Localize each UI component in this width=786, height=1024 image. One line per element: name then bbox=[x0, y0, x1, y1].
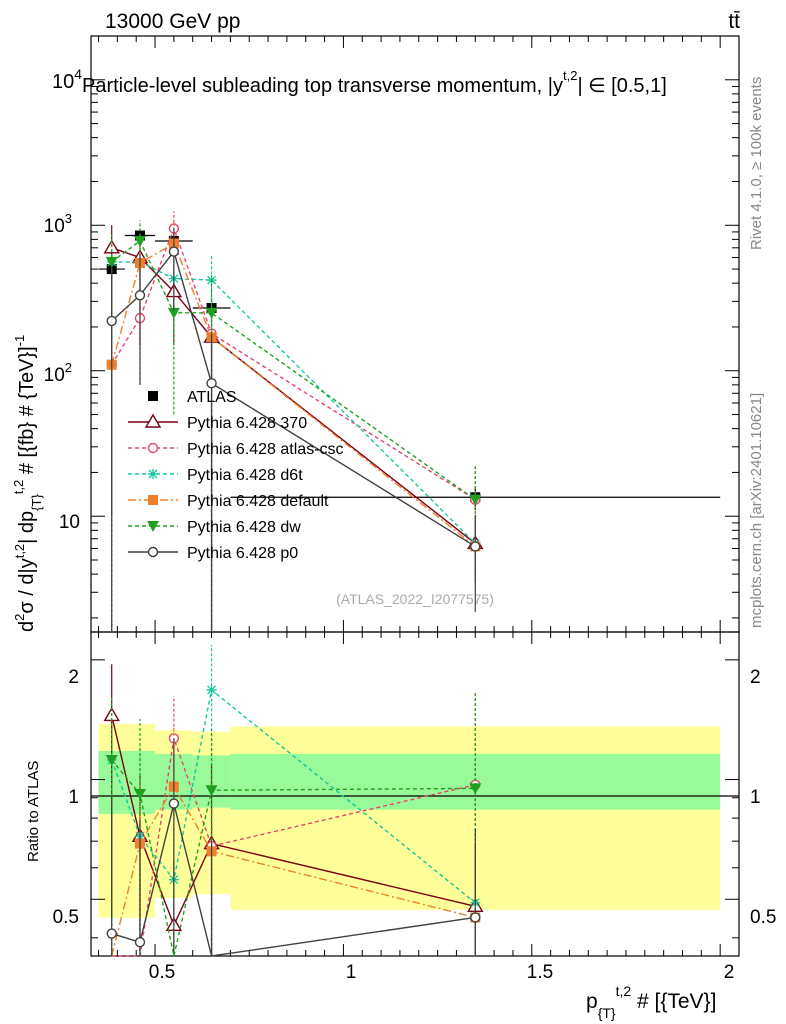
point-pythia-6-428-p0-2 bbox=[168, 246, 180, 257]
legend: ATLAS Pythia 6.428 370 Pythia 6.428 atlas-… bbox=[128, 389, 344, 562]
ratio-line-pythia-6-428-dw bbox=[111, 759, 476, 957]
xtick-label-1: 1 bbox=[346, 962, 357, 983]
mcplots-label: mcplots.cern.ch [arXiv:2401.10621] bbox=[748, 393, 765, 628]
ytick-label-1000: 103 bbox=[44, 211, 72, 237]
main-plot-frame bbox=[90, 35, 740, 633]
process-label: tt̄ bbox=[728, 10, 740, 33]
point-pythia-6-428-p0-0 bbox=[106, 315, 117, 327]
y-axis-title: d2σ / d|yt,2| dp{T}t,2 # [{fb} # {TeV}]-… bbox=[11, 335, 44, 632]
x-axis-title: p{T}t,2 # [{TeV}] bbox=[586, 983, 716, 1021]
legend-label-pythia-6-428-p0: Pythia 6.428 p0 bbox=[187, 545, 298, 562]
ratio-point-pythia-6-428-dw-4 bbox=[469, 783, 482, 795]
ytick-top-partial: 104 bbox=[52, 66, 82, 93]
ratio-ytick-2: 2 bbox=[68, 667, 79, 688]
ytick-label-10: 10 bbox=[59, 512, 80, 533]
analysis-watermark: (ATLAS_2022_I2077575) bbox=[336, 591, 494, 607]
chart-title: Particle-level subleading top transverse… bbox=[82, 68, 667, 97]
point-pythia-6-428-dw-1 bbox=[133, 235, 146, 247]
series-line-pythia-6-428-dw bbox=[111, 239, 476, 501]
legend-marker-atlas bbox=[148, 391, 158, 401]
ytick-label-100: 102 bbox=[44, 360, 72, 386]
main-series-group bbox=[98, 211, 721, 632]
xtick-label-2: 2 bbox=[724, 962, 735, 983]
legend-marker-pythia-6-428-atlas-csc bbox=[147, 442, 159, 454]
point-pythia-6-428-p0-4 bbox=[470, 541, 481, 552]
series-line-pythia-6-428-atlas-csc bbox=[111, 226, 476, 501]
ratio-ytick-right-0.5: 0.5 bbox=[750, 907, 776, 928]
point-pythia-6-428-p0-3 bbox=[206, 378, 217, 389]
ratio-point-pythia-6-428-p0-1 bbox=[134, 936, 146, 948]
ratio-uncertainty-bands bbox=[98, 723, 721, 918]
ratio-point-pythia-6-428-dw-0 bbox=[105, 754, 118, 766]
ratio-point-pythia-6-428-dw-3 bbox=[205, 785, 218, 797]
ratio-ytick-0.5: 0.5 bbox=[53, 907, 79, 928]
point-pythia-6-428-dw-4 bbox=[469, 494, 482, 506]
ratio-axis-title: Ratio to ATLAS bbox=[25, 761, 42, 862]
ratio-ytick-right-1: 1 bbox=[750, 787, 761, 808]
point-pythia-6-428-dw-2 bbox=[167, 307, 180, 319]
point-pythia-6-428-dw-0 bbox=[105, 256, 118, 268]
xtick-label-0.5: 0.5 bbox=[149, 962, 175, 983]
legend-label-atlas: ATLAS bbox=[187, 389, 237, 406]
point-pythia-6-428-dw-3 bbox=[205, 307, 218, 319]
legend-marker-pythia-6-428-p0 bbox=[147, 546, 159, 558]
rivet-label: Rivet 4.1.0, ≥ 100k events bbox=[748, 77, 765, 250]
axis-ticks bbox=[91, 35, 739, 956]
point-pythia-6-428-p0-1 bbox=[134, 290, 146, 301]
legend-marker-pythia-6-428-370 bbox=[144, 413, 162, 428]
legend-marker-pythia-6-428-d6t bbox=[148, 469, 158, 479]
legend-label-pythia-6-428-atlas-csc: Pythia 6.428 atlas-csc bbox=[187, 441, 344, 458]
legend-label-pythia-6-428-default: Pythia 6.428 default bbox=[187, 493, 329, 510]
ratio-point-pythia-6-428-p0-2 bbox=[168, 798, 180, 809]
ratio-ytick-right-2: 2 bbox=[750, 667, 761, 688]
energy-label: 13000 GeV pp bbox=[105, 10, 240, 33]
legend-marker-pythia-6-428-dw bbox=[147, 521, 159, 532]
xtick-label-1.5: 1.5 bbox=[527, 962, 553, 983]
ratio-point-pythia-6-428-p0-4 bbox=[470, 912, 481, 923]
legend-label-pythia-6-428-d6t: Pythia 6.428 d6t bbox=[187, 467, 303, 484]
ratio-point-pythia-6-428-dw-1 bbox=[133, 788, 146, 800]
legend-marker-pythia-6-428-default bbox=[148, 495, 158, 505]
ratio-plot-frame bbox=[90, 631, 740, 957]
legend-label-pythia-6-428-dw: Pythia 6.428 dw bbox=[187, 519, 301, 536]
ratio-point-pythia-6-428-d6t-3 bbox=[206, 684, 217, 695]
legend-label-pythia-6-428-370: Pythia 6.428 370 bbox=[187, 415, 307, 432]
ratio-series-group bbox=[103, 644, 484, 957]
ratio-ytick-1: 1 bbox=[68, 787, 79, 808]
ratio-point-pythia-6-428-p0-0 bbox=[106, 928, 117, 939]
